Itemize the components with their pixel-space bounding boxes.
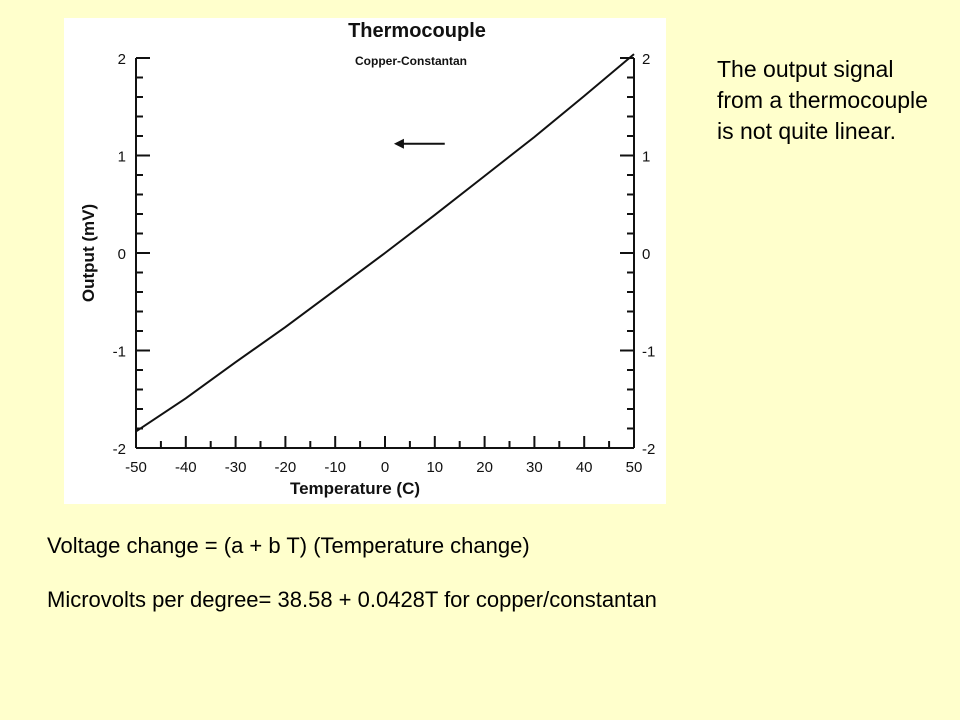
x-tick-label: 20 [476,459,493,476]
y-tick-label-right: 1 [642,149,650,166]
y-tick-label-right: -1 [642,344,655,361]
side-note: The output signal from a thermocouple is… [717,56,928,144]
annotation-arrow-head [393,138,404,149]
x-tick-label: 50 [626,459,643,476]
y-tick-label-left: 1 [118,149,126,166]
y-axis-label: Output (mV) [79,204,98,302]
y-tick-label-right: 2 [642,51,650,68]
y-tick-label-left: 2 [118,51,126,68]
y-tick-label-left: 0 [118,246,126,263]
y-tick-label-right: -2 [642,441,655,458]
y-tick-label-left: -2 [113,441,126,458]
chart-panel: -50 -40 -30 -20 -10 0 10 20 30 40 50 -2 -1 0 1 2 -2 -1 0 1 2… [64,18,666,504]
x-tick-label: 0 [381,459,389,476]
x-tick-label: -20 [275,459,297,476]
x-tick-label: 30 [526,459,543,476]
x-tick-label: 10 [426,459,443,476]
x-tick-label: -40 [175,459,197,476]
chart-title: Thermocouple [348,20,486,42]
formula-voltage-change: Voltage change = (a + b T) (Temperature … [47,533,530,558]
x-tick-label: -10 [324,459,346,476]
thermocouple-curve [135,53,635,433]
thermocouple-chart: -50 -40 -30 -20 -10 0 10 20 30 40 50-2-1012-2-1012… [79,51,655,498]
formula-microvolts: Microvolts per degree= 38.58 + 0.0428T f… [47,587,657,612]
x-axis-label: Temperature (C) [290,479,420,498]
chart-subtitle: Copper-Constantan [355,54,467,68]
x-tick-label: -50 [125,459,147,476]
y-tick-label-left: -1 [113,344,126,361]
y-tick-label-right: 0 [642,246,650,263]
x-tick-label: 40 [576,459,593,476]
x-tick-label: -30 [225,459,247,476]
